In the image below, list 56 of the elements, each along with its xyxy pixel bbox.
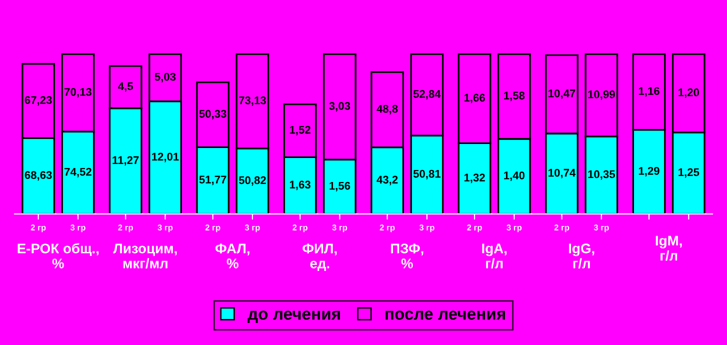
x-axis-title: ФАЛ, % <box>215 244 250 268</box>
data-label: 10,74 <box>548 168 576 178</box>
legend-label: после лечения <box>386 310 505 320</box>
x-tick-label: 2 гр <box>205 224 220 232</box>
data-label: 10,99 <box>588 90 615 100</box>
data-label: 1,32 <box>464 174 485 184</box>
x-tick-label: 3 гр <box>244 224 260 232</box>
data-label: 70,13 <box>64 88 92 98</box>
x-tick-label: 2 гр <box>292 224 308 232</box>
x-tick-label: 3 гр <box>158 224 173 232</box>
data-label: 68,63 <box>24 171 52 181</box>
data-label: 1,58 <box>504 92 525 102</box>
x-tick-label: 3 гр <box>70 224 86 232</box>
x-tick-label: 3 гр <box>594 224 609 232</box>
data-label: 43,2 <box>376 176 398 186</box>
data-label: 50,33 <box>199 110 226 120</box>
legend-label: до лечения <box>248 310 340 323</box>
x-axis-title: IgA, г/л <box>482 244 507 268</box>
data-label: 50,81 <box>413 170 441 180</box>
data-label: 1,29 <box>638 166 660 176</box>
data-label: 4,5 <box>118 82 133 92</box>
x-axis-title: Лизоцим, мкг/мл <box>113 244 177 268</box>
x-tick-label: 3 гр <box>506 224 522 232</box>
data-label: 10,47 <box>548 89 576 99</box>
x-axis-title: IgM, г/л <box>656 236 682 261</box>
data-label: 10,35 <box>588 170 616 180</box>
x-tick-label: 2 гр <box>380 224 395 232</box>
data-label: 11,27 <box>112 156 139 166</box>
data-label: 12,01 <box>152 152 179 162</box>
data-label: 51,77 <box>199 176 226 186</box>
x-tick-label: 2 гр <box>30 224 46 232</box>
data-label: 1,66 <box>464 94 485 104</box>
data-label: 1,40 <box>504 171 525 181</box>
data-label: 5,03 <box>154 72 176 82</box>
x-tick-label: 2 гр <box>467 224 482 232</box>
x-tick-label: 3 гр <box>332 224 348 232</box>
data-label: 1,63 <box>290 180 310 190</box>
x-axis-title: ПЗФ, % <box>391 244 424 268</box>
data-label: 52,84 <box>413 90 441 100</box>
data-label: 1,16 <box>638 87 660 97</box>
x-tick-label: 2 гр <box>118 224 133 232</box>
data-label: 1,56 <box>330 182 350 192</box>
x-tick-label: 2 гр <box>554 224 570 232</box>
x-axis-title: IgG, г/л <box>569 244 594 268</box>
data-label: 3,03 <box>329 102 350 112</box>
data-label: 74,52 <box>64 168 92 178</box>
x-tick-label: 3 гр <box>419 224 434 232</box>
data-label: 1,25 <box>678 168 700 178</box>
data-label: 50,82 <box>238 176 266 186</box>
data-label: 1,20 <box>678 88 700 98</box>
data-label: 67,23 <box>24 96 52 106</box>
data-label: 1,52 <box>290 126 310 136</box>
x-axis-title: ФИЛ, ед. <box>302 244 337 271</box>
data-label: 48,8 <box>376 104 398 114</box>
x-axis-title: Е-РОК общ., % <box>18 243 99 268</box>
data-label: 73,13 <box>239 96 266 106</box>
